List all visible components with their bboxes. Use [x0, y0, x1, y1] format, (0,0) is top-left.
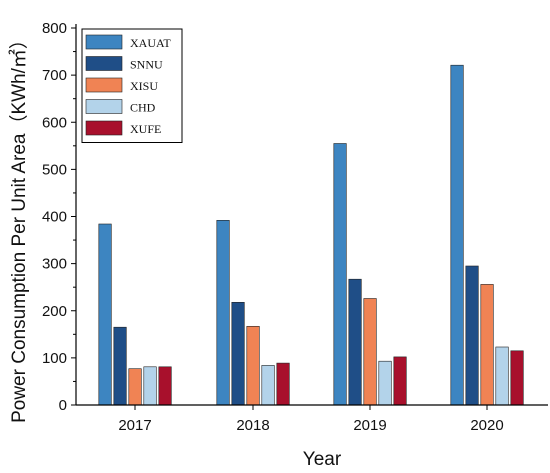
legend-swatch-xauat [85, 34, 123, 50]
legend: XAUAT SNNU XISU CHD XUFE [81, 28, 183, 143]
y-tick-label-500: 500 [42, 161, 67, 178]
bar-chd-2019 [378, 360, 392, 406]
bar-xisu-2018 [246, 325, 260, 406]
y-tick-label-600: 600 [42, 114, 67, 131]
bar-xisu-2019 [363, 298, 377, 406]
legend-label-xufe: XUFE [130, 122, 161, 136]
legend-swatch-snnu [85, 56, 123, 71]
axes-layer [71, 24, 548, 410]
y-tick-label-700: 700 [42, 67, 67, 84]
legend-swatch-xufe [85, 120, 123, 136]
legend-label-snnu: SNNU [130, 58, 163, 72]
bar-xauat-2018 [216, 220, 230, 406]
bar-chd-2017 [143, 366, 157, 406]
bar-snnu-2019 [348, 278, 362, 406]
x-tick-label-2019: 2019 [353, 417, 386, 434]
x-tick-label-2020: 2020 [470, 417, 503, 434]
legend-label-xauat: XAUAT [130, 36, 171, 50]
y-tick-label-200: 200 [42, 303, 67, 320]
bar-xufe-2019 [393, 356, 407, 406]
bar-snnu-2017 [113, 326, 127, 406]
bar-xufe-2018 [276, 362, 290, 406]
y-tick-label-300: 300 [42, 256, 67, 273]
y-tick-label-100: 100 [42, 350, 67, 367]
x-tick-label-2018: 2018 [236, 417, 269, 434]
y-axis-title: Power Consumption Per Unit Area（KWh/㎡） [7, 30, 30, 423]
bar-xisu-2017 [128, 368, 142, 406]
bar-chd-2020 [495, 346, 509, 406]
labels-layer: 0 100 200 300 400 500 600 700 800 2017 2018 2019 202… [42, 20, 504, 434]
legend-label-xisu: XISU [130, 79, 158, 93]
legend-swatch-chd [85, 99, 123, 114]
bar-xisu-2020 [480, 284, 494, 406]
x-tick-label-2017: 2017 [118, 417, 151, 434]
y-tick-label-800: 800 [42, 20, 67, 37]
bar-xauat-2019 [333, 143, 347, 406]
legend-label-chd: CHD [130, 101, 156, 115]
y-tick-label-0: 0 [59, 397, 67, 414]
x-axis-title: Year [303, 449, 342, 470]
bar-xauat-2017 [98, 223, 112, 406]
bars-layer [98, 64, 524, 406]
y-tick-label-400: 400 [42, 209, 67, 226]
legend-swatch-xisu [85, 77, 123, 93]
bar-chd-2018 [261, 365, 275, 406]
bar-snnu-2018 [231, 301, 245, 406]
bar-xauat-2020 [450, 64, 464, 406]
bar-xufe-2020 [510, 350, 524, 406]
bar-xufe-2017 [158, 366, 172, 406]
bar-snnu-2020 [465, 265, 479, 406]
